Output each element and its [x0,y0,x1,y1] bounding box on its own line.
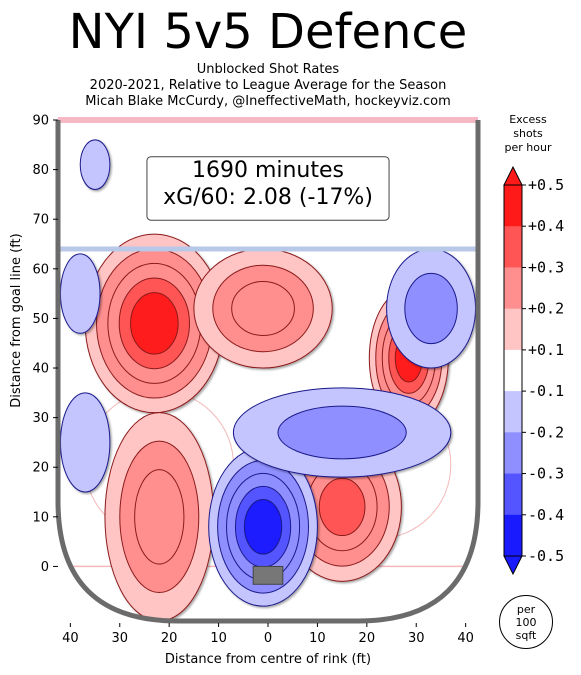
annotation-line: 1690 minutes [192,158,344,183]
heat-contour [404,272,458,345]
colorbar-segment [504,391,522,433]
heat-region [386,248,477,369]
x-tick-label: 40 [62,631,79,646]
subtitle-line-1: Unblocked Shot Rates [196,62,340,77]
top-line [58,117,478,123]
x-tick-label: 30 [408,631,425,646]
colorbar-segment [504,308,522,351]
heat-region [193,248,333,369]
heat-region [84,233,225,414]
colorbar-tick-label: -0.3 [528,465,564,483]
heat-contour [59,392,111,493]
y-tick-label: 30 [32,411,49,426]
axes: 0 10 20 30 40 50 60 70 80 90 40 30 20 10 0 10 20 30 40 Dist… [9,114,474,668]
y-tick-label: 80 [32,163,49,178]
y-tick-label: 10 [32,510,49,525]
rink-boards [55,120,481,624]
x-tick-label: 0 [264,631,272,646]
x-tick-label: 10 [309,631,326,646]
colorbar-segment [504,185,522,227]
colorbar-tick-label: -0.5 [528,547,564,565]
heat-contour [130,292,179,355]
heat-region [79,139,111,190]
x-axis-label: Distance from centre of rink (ft) [165,652,371,667]
heat-region [104,412,215,621]
y-tick-label: 50 [32,312,49,327]
y-tick-label: 20 [32,461,49,476]
blue-line [58,246,478,252]
colorbar-min-arrow [503,555,523,576]
colorbar-segment [504,432,522,475]
unit-badge: per 100 sqft [499,595,553,649]
x-tick-label: 20 [161,631,178,646]
heat-contour [243,498,283,555]
colorbar-tick-label: -0.4 [528,506,564,524]
goal-net [252,565,284,585]
colorbar: +0.5 +0.4 +0.3 +0.2 +0.1 -0.1 -0.2 -0.3 -0.4 -0.5 [503,165,564,576]
y-tick-label: 70 [32,213,49,228]
y-tick-label: 90 [32,114,49,129]
colorbar-tick-label: -0.2 [528,423,564,441]
subtitle-line-3: Micah Blake McCurdy, @IneffectiveMath, h… [85,94,451,109]
colorbar-segment [504,514,522,557]
chart-title: NYI 5v5 Defence [68,4,468,60]
colorbar-tick-label: -0.1 [528,382,564,400]
y-axis-label: Distance from goal line (ft) [9,233,24,407]
heat-region [59,392,111,493]
heat-contour [231,281,295,336]
heat-region [208,446,318,607]
subtitle-line-2: 2020-2021, Relative to League Average fo… [89,78,447,93]
x-tick-label: 10 [210,631,227,646]
colorbar-tick-label: +0.1 [528,341,564,359]
colorbar-tick-label: +0.4 [528,217,564,235]
heat-contour [59,253,101,334]
x-tick-label: 20 [359,631,376,646]
colorbar-tick-label: +0.5 [528,176,564,194]
y-tick-label: 0 [41,560,49,575]
colorbar-segment [504,349,522,392]
annotation-frame [146,156,390,221]
colorbar-segment [504,267,522,310]
colorbar-frame [503,184,523,557]
heat-field [58,139,478,621]
y-tick-label: 60 [32,262,49,277]
colorbar-title: Excess shots per hour [504,113,552,154]
heat-region [232,387,452,478]
colorbar-tick-label: +0.2 [528,300,564,318]
x-tick-label: 30 [111,631,128,646]
heat-contour [318,477,366,537]
heat-region [59,253,101,334]
colorbar-segment [504,226,522,268]
annotation-line: xG/60: 2.08 (-17%) [163,185,373,210]
colorbar-segment [504,473,522,516]
colorbar-max-arrow [503,165,523,186]
heat-contour [79,139,111,190]
colorbar-tick-label: +0.3 [528,258,564,276]
heat-contour [134,469,185,565]
x-tick-label: 40 [457,631,474,646]
y-tick-label: 40 [32,362,49,377]
heat-contour [277,405,407,460]
